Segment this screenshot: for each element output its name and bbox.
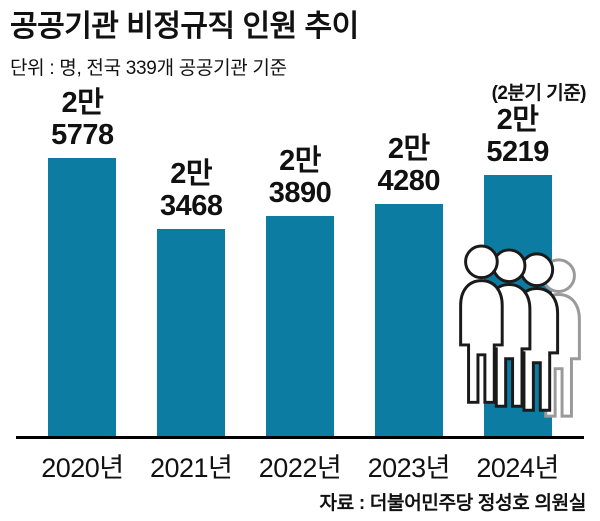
bar (374, 203, 443, 436)
bar-value-line2: 5219 (486, 136, 549, 169)
bar-value-line2: 5778 (51, 119, 114, 152)
source-credit: 자료 : 더불어민주당 정성호 의원실 (319, 493, 587, 514)
bar-value-label: 2만 3468 (160, 158, 223, 223)
bar-value-label: 2만 5219 (486, 104, 549, 169)
bar (48, 157, 117, 436)
bar-value-line1: 2만 (496, 103, 539, 136)
chart-subtitle-unit: 단위 : 명, 전국 339개 공공기관 기준 (10, 57, 287, 79)
page-title: 공공기관 비정규직 인원 추이 (10, 10, 359, 43)
bar-value-label: 2만 3890 (269, 145, 332, 210)
bar-value-line1: 2만 (387, 132, 430, 165)
bar (157, 228, 226, 436)
bar-value-line2: 4280 (377, 165, 441, 198)
bar-group: 2만 5778 (28, 87, 137, 436)
x-axis-category-label: 2023년 (367, 452, 451, 483)
bar-value-line2: 3890 (268, 177, 332, 210)
x-axis-line (16, 435, 584, 439)
bars-container: 2만 5778 2만 3468 2만 3890 2만 4280 2만 5219 (0, 84, 600, 436)
chart-note-quarter: (2분기 기준) (491, 83, 587, 104)
people-silhouette-graphic (459, 243, 581, 418)
bar-value-line2: 3468 (159, 190, 223, 223)
bar-value-label: 2만 5778 (51, 87, 114, 152)
bar-value-label: 2만 4280 (378, 133, 441, 198)
bar-chart: 2만 5778 2만 3468 2만 3890 2만 4280 2만 5219 (0, 84, 600, 485)
x-axis-category-label: 2020년 (41, 452, 124, 483)
bar-group: 2만 3890 (246, 145, 355, 436)
x-axis-category-label: 2021년 (149, 452, 233, 483)
bar-value-line1: 2만 (170, 157, 213, 190)
bar-value-line1: 2만 (279, 144, 321, 177)
x-axis-category-label: 2022년 (258, 452, 342, 483)
category-labels-row: 2020년 2021년 2022년 2023년 2024년 (0, 439, 600, 485)
bar (265, 215, 334, 436)
bar-group: 2만 3468 (137, 158, 246, 436)
x-axis-category-label: 2024년 (476, 452, 559, 483)
bar-group: 2만 4280 (354, 133, 463, 436)
bar-value-line1: 2만 (61, 86, 104, 119)
